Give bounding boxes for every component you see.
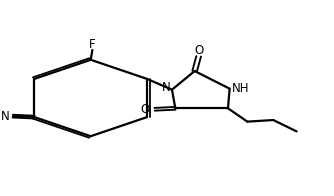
Text: N: N <box>162 81 170 94</box>
Text: F: F <box>89 38 96 51</box>
Text: N: N <box>1 110 10 123</box>
Text: NH: NH <box>231 82 249 95</box>
Text: O: O <box>195 44 204 57</box>
Text: O: O <box>141 103 150 116</box>
